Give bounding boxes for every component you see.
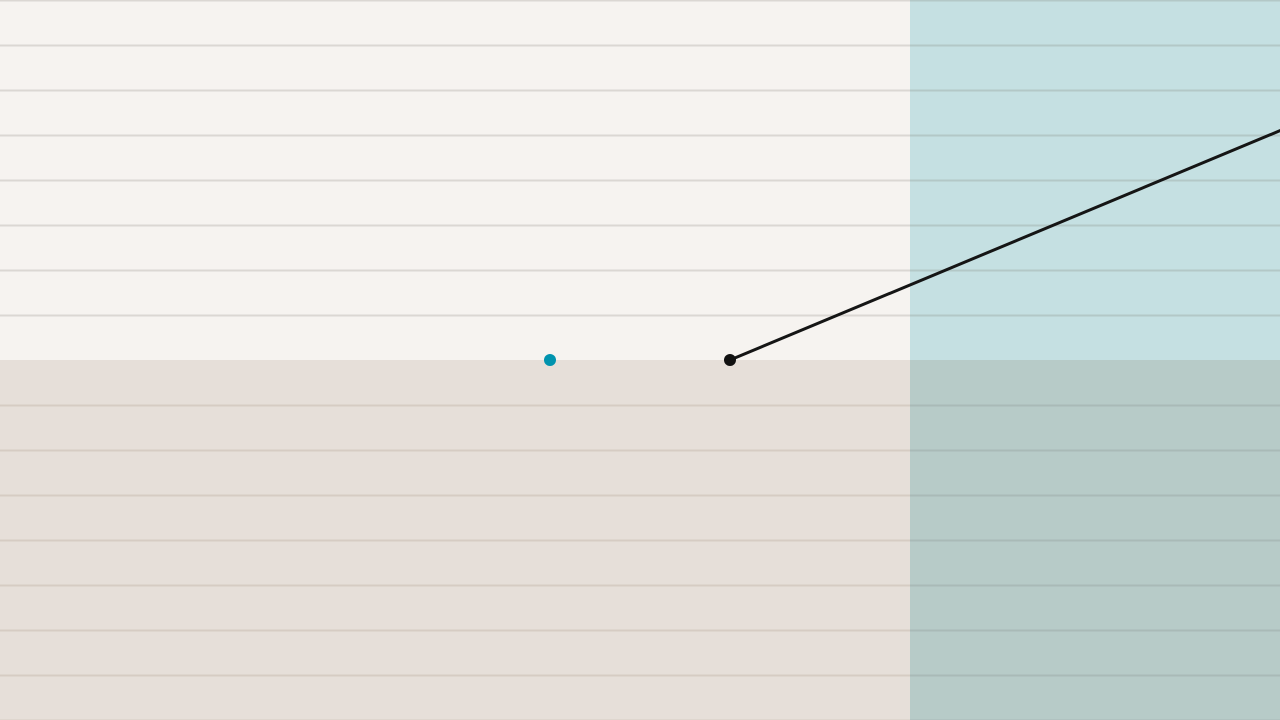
teal-dot-icon[interactable] xyxy=(544,354,556,366)
black-dot-icon[interactable] xyxy=(724,354,736,366)
tether-line xyxy=(728,129,1280,362)
